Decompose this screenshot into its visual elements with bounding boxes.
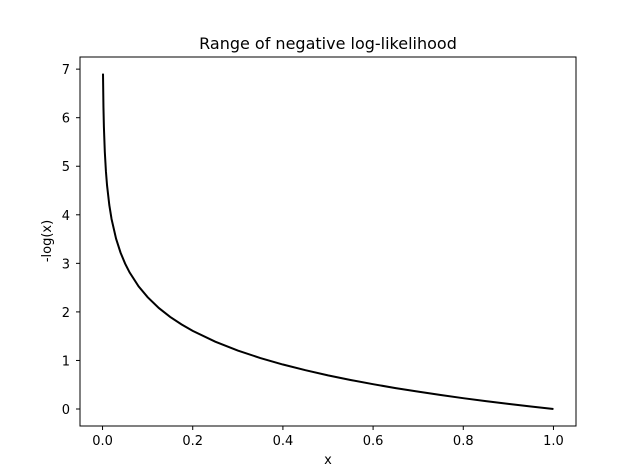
y-tick-label: 5 [62, 160, 70, 175]
series-line [102, 73, 554, 411]
y-tick-label: 0 [62, 403, 70, 418]
plot-frame [79, 56, 577, 427]
x-axis: 0.0 0.2 0.4 0.6 0.8 1.0 [92, 426, 564, 449]
x-tick-label: 0.8 [453, 434, 474, 449]
x-tick-label: 1.0 [543, 434, 564, 449]
x-axis-label: x [324, 453, 332, 468]
x-tick-label: 0.2 [182, 434, 203, 449]
y-axis-label: -log(x) [40, 220, 55, 262]
y-tick-label: 3 [62, 257, 70, 272]
y-tick-label: 7 [62, 63, 70, 78]
x-tick-label: 0.4 [273, 434, 294, 449]
y-tick-label: 1 [62, 354, 70, 369]
chart-title: Range of negative log-likelihood [199, 34, 457, 53]
y-tick-label: 4 [62, 209, 70, 224]
x-tick-label: 0.0 [92, 434, 113, 449]
y-tick-label: 6 [62, 112, 70, 127]
x-tick-label: 0.6 [363, 434, 384, 449]
y-tick-label: 2 [62, 306, 70, 321]
y-axis: 0 1 2 3 4 5 6 7 [62, 63, 80, 418]
